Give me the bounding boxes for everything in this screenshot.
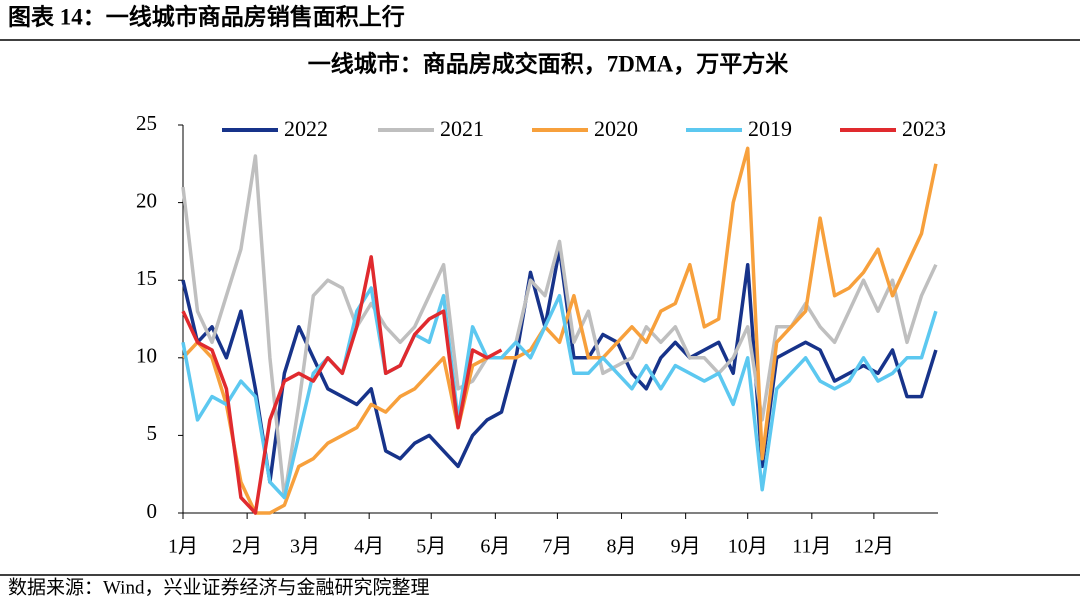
- y-tick-label: 20: [136, 188, 157, 212]
- x-tick-label: 1月: [168, 536, 198, 558]
- legend-label: 2020: [594, 116, 638, 141]
- chart-title: 一线城市：商品房成交面积，7DMA，万平方米: [308, 50, 789, 76]
- x-tick-label: 10月: [728, 536, 768, 558]
- y-tick-label: 15: [136, 266, 157, 290]
- figure-title: 图表 14：一线城市商品房销售面积上行: [8, 3, 405, 29]
- x-tick-label: 7月: [542, 536, 572, 558]
- y-tick-label: 10: [136, 344, 157, 368]
- source-note: 数据来源：Wind，兴业证券经济与金融研究院整理: [8, 576, 429, 598]
- legend-label: 2023: [902, 116, 946, 141]
- legend-label: 2019: [748, 116, 792, 141]
- series-line: [181, 154, 938, 500]
- series-line: [181, 255, 503, 515]
- series-line: [181, 286, 938, 500]
- y-tick-label: 5: [147, 421, 158, 445]
- series-line: [181, 146, 938, 515]
- x-tick-label: 12月: [854, 536, 894, 558]
- x-tick-label: 8月: [607, 536, 637, 558]
- x-tick-label: 2月: [232, 536, 262, 558]
- legend-label: 2022: [284, 116, 328, 141]
- x-tick-label: 11月: [792, 536, 831, 558]
- x-tick-label: 3月: [290, 536, 320, 558]
- x-tick-label: 6月: [480, 536, 510, 558]
- y-tick-label: 25: [136, 111, 157, 135]
- x-tick-label: 4月: [354, 536, 384, 558]
- legend-label: 2021: [440, 116, 484, 141]
- x-tick-label: 5月: [416, 536, 446, 558]
- x-tick-label: 9月: [671, 536, 701, 558]
- y-tick-label: 0: [147, 499, 158, 523]
